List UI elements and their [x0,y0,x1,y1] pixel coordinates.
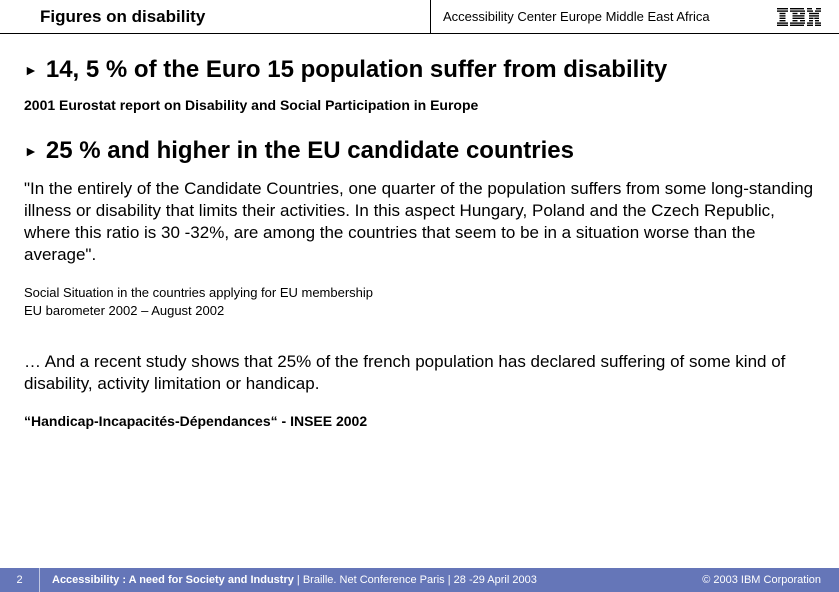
bullet-1-headline: 14, 5 % of the Euro 15 population suffer… [46,56,667,85]
footer-dates: 28 -29 April 2003 [454,574,537,586]
page-number: 2 [0,568,40,592]
footer-sep-2: | [445,574,454,586]
bullet-2-source-line-2: EU barometer 2002 – August 2002 [24,303,224,318]
slide-header: Figures on disability Accessibility Cent… [0,0,839,34]
insee-source: “Handicap-Incapacités-Dépendances“ - INS… [24,413,815,429]
footer-conference: Braille. Net Conference Paris [303,574,445,586]
slide-title: Figures on disability [0,7,430,27]
slide-footer: 2 Accessibility : A need for Society and… [0,568,839,592]
header-subtitle: Accessibility Center Europe Middle East … [443,9,710,24]
header-right: Accessibility Center Europe Middle East … [431,8,839,26]
bullet-1-source: 2001 Eurostat report on Disability and S… [24,97,815,113]
recent-study-text: … And a recent study shows that 25% of t… [24,351,815,395]
bullet-2-source: Social Situation in the countries applyi… [24,284,815,319]
footer-title: Accessibility : A need for Society and I… [52,574,294,586]
slide-content: ► 14, 5 % of the Euro 15 population suff… [0,34,839,429]
footer-main: Accessibility : A need for Society and I… [40,574,702,586]
footer-copyright: © 2003 IBM Corporation [702,574,839,586]
bullet-2-headline: 25 % and higher in the EU candidate coun… [46,137,574,166]
bullet-marker-icon: ► [24,62,38,78]
bullet-2-source-line-1: Social Situation in the countries applyi… [24,285,373,300]
bullet-2-quote: "In the entirely of the Candidate Countr… [24,178,815,266]
footer-sep-1: | [294,574,303,586]
ibm-logo-icon [777,8,821,26]
bullet-marker-icon: ► [24,143,38,159]
bullet-2: ► 25 % and higher in the EU candidate co… [24,137,815,166]
bullet-1: ► 14, 5 % of the Euro 15 population suff… [24,56,815,85]
